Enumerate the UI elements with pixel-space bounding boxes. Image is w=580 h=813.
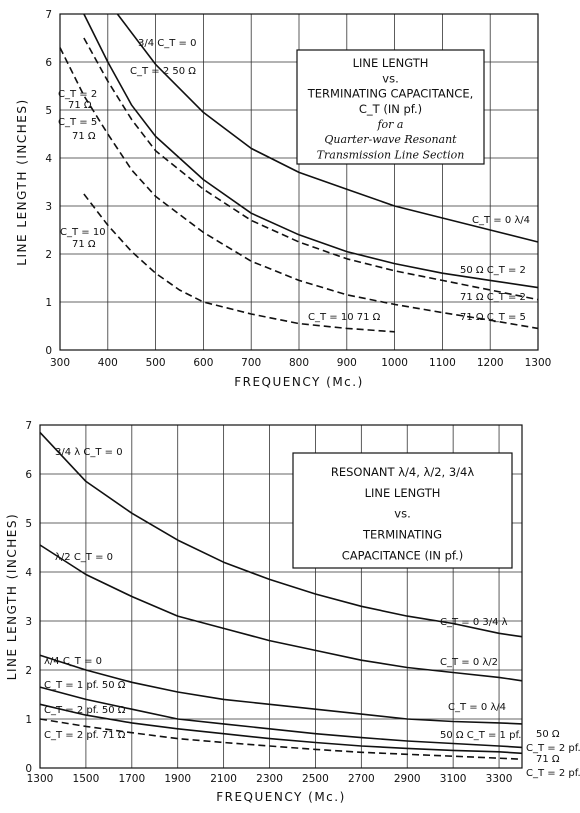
y-tick-label: 7 (45, 9, 52, 21)
x-axis-label: FREQUENCY (Mc.) (234, 375, 364, 389)
curve-annotation: C_T = 1 pf. 50 Ω (44, 680, 126, 691)
x-tick-label: 1000 (381, 357, 408, 369)
curve-annotation: C_T = 2 pf. 71 Ω (44, 730, 126, 741)
x-tick-label: 1700 (118, 773, 145, 785)
curve-annotation: 50 Ω (536, 729, 560, 740)
series-line (83, 13, 539, 289)
y-tick-label: 4 (45, 153, 52, 165)
x-tick-label: 2900 (394, 773, 421, 785)
plot-frame (39, 424, 523, 769)
x-tick-label: 1900 (164, 773, 191, 785)
curve-annotation: 71 Ω (72, 131, 96, 142)
x-tick-label: 2700 (348, 773, 375, 785)
y-tick-label: 7 (25, 420, 32, 432)
curve-annotation: C_T = 0 3/4 λ (440, 617, 508, 628)
y-tick-label: 6 (25, 469, 32, 481)
curve-annotation: 71 Ω (536, 754, 560, 765)
x-tick-label: 1100 (429, 357, 456, 369)
x-tick-label: 2300 (256, 773, 283, 785)
y-tick-label: 2 (45, 249, 52, 261)
x-tick-label: 1200 (477, 357, 504, 369)
x-tick-label: 3300 (486, 773, 513, 785)
title-line: TERMINATING (362, 528, 442, 542)
curve-annotation: C_T = 0 λ/4 (472, 215, 530, 226)
x-tick-label: 900 (337, 357, 357, 369)
y-axis-label: LINE LENGTH (INCHES) (5, 513, 19, 680)
y-tick-label: 3 (25, 616, 32, 628)
curve-annotation: C_T = 5 (58, 117, 97, 128)
title-box (292, 452, 513, 569)
y-tick-label: 4 (25, 567, 32, 579)
curve-annotation: C_T = 2 50 Ω (130, 66, 196, 77)
x-axis-label: FREQUENCY (Mc.) (216, 790, 346, 804)
curve-annotation: λ/2 C_T = 0 (55, 552, 113, 563)
series-line (39, 718, 523, 760)
x-tick-label: 1500 (73, 773, 100, 785)
title-box (296, 49, 485, 165)
title-line: Quarter-wave Resonant (324, 133, 457, 146)
x-tick-label: 600 (193, 357, 213, 369)
x-tick-label: 500 (146, 357, 166, 369)
title-line: TERMINATING CAPACITANCE, (307, 87, 474, 101)
curve-annotation: C_T = 10 (60, 227, 106, 238)
curve-annotation: C_T = 2 (58, 89, 97, 100)
series-line (39, 703, 523, 755)
curve-annotation: 50 Ω C_T = 1 pf. (440, 730, 521, 741)
title-line: CAPACITANCE (IN pf.) (342, 549, 464, 563)
title-line: vs. (394, 507, 410, 521)
series-line (39, 686, 523, 749)
chart-2: 1300 1500 1700 1900 2100 2300 2500 2700 2900 3100… (5, 420, 580, 804)
series-line (83, 37, 539, 301)
series-line (39, 544, 523, 682)
y-tick-label: 6 (45, 57, 52, 69)
plot-frame (59, 13, 539, 351)
curve-annotation: C_T = 0 λ/2 (440, 657, 498, 668)
curve-annotation: 71 Ω (68, 100, 92, 111)
series-line (116, 13, 539, 243)
x-tick-label: 1300 (27, 773, 54, 785)
curve-annotation: 71 Ω (72, 239, 96, 250)
y-tick-label: 2 (25, 665, 32, 677)
curve-annotation: 71 Ω C_T = 5 (460, 312, 526, 323)
curve-annotation: 50 Ω C_T = 2 (460, 265, 526, 276)
title-line: RESONANT λ/4, λ/2, 3/4λ (331, 465, 474, 479)
x-tick-label: 1300 (525, 357, 552, 369)
curve-annotation: C_T = 2 pf. (526, 768, 580, 779)
title-line: LINE LENGTH (365, 486, 441, 500)
x-tick-label: 700 (241, 357, 261, 369)
y-axis-label: LINE LENGTH (INCHES) (15, 98, 29, 265)
y-tick-label: 0 (45, 345, 52, 357)
x-tick-label: 3100 (440, 773, 467, 785)
x-tick-label: 300 (50, 357, 70, 369)
curve-annotation: C_T = 0 λ/4 (448, 702, 506, 713)
curve-annotation: 3/4 λ C_T = 0 (55, 447, 123, 458)
x-tick-label: 2500 (302, 773, 329, 785)
y-tick-label: 1 (25, 714, 32, 726)
y-tick-label: 5 (45, 105, 52, 117)
y-tick-label: 3 (45, 201, 52, 213)
x-tick-label: 400 (98, 357, 118, 369)
series-line (83, 193, 395, 333)
curve-annotation: C_T = 2 pf. 50 Ω (44, 705, 126, 716)
y-tick-label: 5 (25, 518, 32, 530)
chart-1: 300 400 500 600 700 800 900 1000 1100 1200 1300 0 1 2… (15, 9, 551, 389)
curve-annotation: C_T = 10 71 Ω (308, 312, 381, 323)
curve-annotation: λ/4 C_T = 0 (44, 656, 102, 667)
x-tick-label: 800 (289, 357, 309, 369)
curve-annotation: C_T = 2 pf. (526, 743, 580, 754)
curve-annotation: 3/4 C_T = 0 (138, 38, 196, 49)
title-line: Transmission Line Section (317, 148, 465, 161)
curve-annotation: 71 Ω C_T = 2 (460, 292, 526, 303)
y-tick-label: 1 (45, 297, 52, 309)
title-line: vs. (382, 71, 398, 85)
title-line: C_T (IN pf.) (359, 102, 422, 116)
y-tick-label: 0 (25, 763, 32, 775)
title-line: for a (376, 118, 403, 131)
title-line: LINE LENGTH (353, 56, 429, 70)
series-line (39, 654, 523, 725)
x-tick-label: 2100 (210, 773, 237, 785)
series-line (39, 431, 523, 638)
